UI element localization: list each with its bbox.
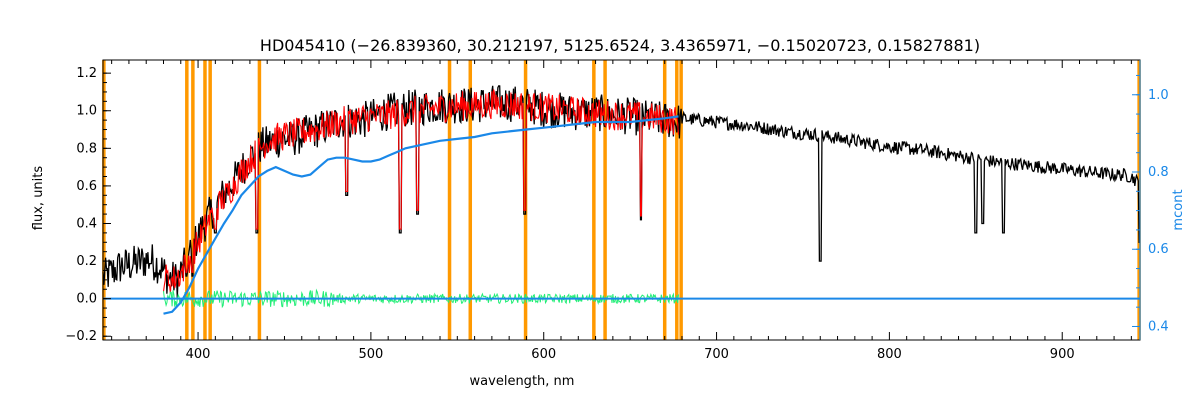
axes: 400 500 600 700 800 900 −0.2 0.0 0.2 0.4 0.6 0.8 1.0…: [65, 59, 1169, 362]
y-tick-label: 0.4: [76, 216, 97, 231]
y-tick-label: 0.8: [76, 141, 97, 156]
y2-tick-label: 0.6: [1148, 242, 1169, 257]
y2-tick-label: 0.4: [1148, 319, 1169, 334]
model-line: [162, 89, 680, 294]
x-tick-label: 400: [186, 347, 211, 362]
y-tick-label: 1.0: [76, 104, 97, 119]
y-tick-label: 0.2: [76, 254, 97, 269]
continuum-line: [163, 115, 679, 315]
model-series: [162, 89, 680, 294]
y-tick-label: 0.0: [76, 292, 97, 307]
x-tick-label: 700: [704, 347, 729, 362]
y-tick-label: 1.2: [76, 66, 97, 81]
y-axis-label: flux, units: [31, 166, 46, 231]
x-axis-label: wavelength, nm: [470, 374, 575, 389]
y-tick-label: −0.2: [65, 329, 97, 344]
y2-tick-label: 0.8: [1148, 165, 1169, 180]
x-tick-label: 600: [531, 347, 556, 362]
y-tick-label: 0.6: [76, 179, 97, 194]
right-axis-label: mcont: [1171, 189, 1186, 230]
chart-title: HD045410 (−26.839360, 30.212197, 5125.65…: [260, 36, 980, 55]
x-tick-label: 500: [358, 347, 383, 362]
continuum-series: [163, 115, 679, 315]
x-tick-label: 900: [1050, 347, 1075, 362]
residual-series: [103, 288, 1140, 309]
x-tick-label: 800: [877, 347, 902, 362]
y2-tick-label: 1.0: [1148, 88, 1169, 103]
